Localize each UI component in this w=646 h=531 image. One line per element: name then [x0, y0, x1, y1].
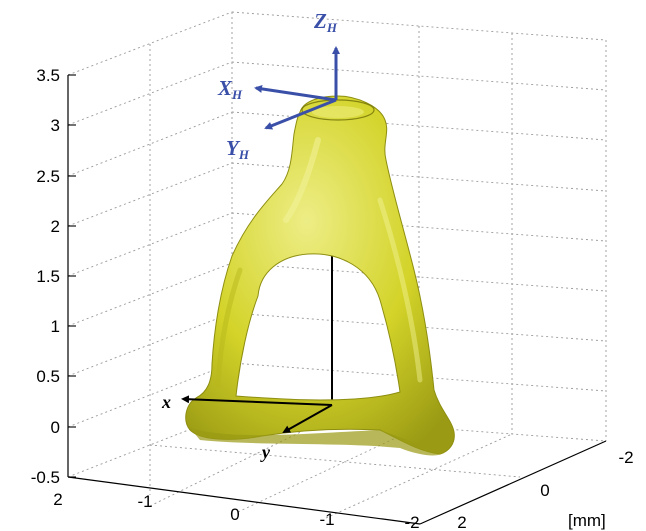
x-tick-label: 0	[230, 505, 239, 524]
z-tick-label: 0.5	[36, 367, 60, 386]
x-tick-label: -1	[319, 510, 334, 529]
z-tick-label: 2	[51, 217, 60, 236]
head-frame-x-sub: H	[231, 87, 243, 102]
y-tick-label: -2	[618, 448, 633, 467]
x-tick-label: -1	[137, 492, 152, 511]
y-axis-unit: [mm]	[568, 511, 606, 530]
base-frame-y-label: y	[260, 442, 271, 462]
x-tick-label: -2	[404, 513, 419, 531]
x-tick-labels: 2 -1 0 -1 -2	[53, 490, 419, 531]
base-frame-x-arrow	[181, 395, 333, 406]
head-coordinate-frame: ZH XH YH	[217, 9, 340, 162]
base-frame-x-label: x	[161, 392, 171, 412]
z-tick-label: 3	[51, 116, 60, 135]
head-frame-y-arrow	[264, 98, 337, 130]
head-frame-z-label: ZH	[313, 9, 338, 35]
z-tick-label: 3.5	[36, 66, 60, 85]
base-coordinate-frame: x y	[161, 392, 333, 462]
z-tick-label: 0	[51, 418, 60, 437]
stapes-bone-model	[185, 95, 455, 456]
head-frame-x-main: X	[217, 76, 233, 100]
head-frame-y-sub: H	[238, 147, 250, 162]
z-tick-labels: 3.5 3 2.5 2 1.5 1 0.5 0 -0.5	[31, 66, 60, 487]
y-tick-labels: -2 0 2 [mm]	[457, 448, 633, 531]
z-tick-label: 2.5	[36, 167, 60, 186]
z-tick-label: -0.5	[31, 468, 60, 487]
y-tick-label: 0	[540, 481, 549, 500]
head-frame-y-main: Y	[226, 136, 241, 160]
x-tick-label: 2	[53, 490, 62, 509]
z-tick-marks	[68, 74, 76, 478]
base-frame-y-arrow	[282, 404, 333, 433]
z-tick-label: 1	[51, 317, 60, 336]
z-tick-label: 1.5	[36, 267, 60, 286]
head-frame-x-label: XH	[217, 76, 243, 102]
head-frame-z-sub: H	[326, 20, 338, 35]
head-frame-x-arrow	[254, 84, 337, 102]
head-frame-y-label: YH	[226, 136, 250, 162]
y-tick-label: 2	[457, 513, 466, 531]
head-frame-z-main: Z	[313, 9, 327, 33]
